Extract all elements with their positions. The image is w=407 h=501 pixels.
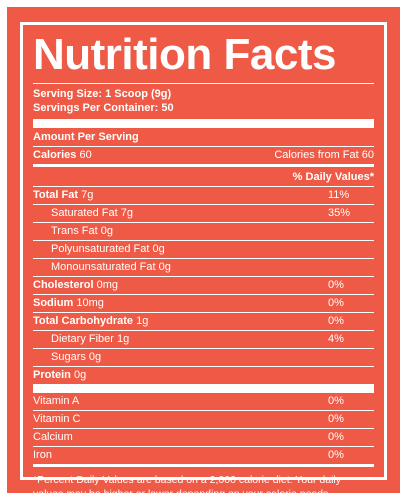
calories-row: Calories 60 Calories from Fat 60 <box>33 147 374 167</box>
nutrient-amount: 7g <box>81 189 94 201</box>
nutrient-row-saturated-fat: Saturated Fat 7g 35% <box>33 205 374 223</box>
vitamin-row-iron: Iron 0% <box>33 447 374 467</box>
nutrient-row-sugars: Sugars 0g <box>33 349 374 367</box>
calories-from-fat: Calories from Fat 60 <box>274 149 374 161</box>
servings-per-container: Servings Per Container: 50 <box>33 102 174 114</box>
nutrient-row-total-carbohydrate: Total Carbohydrate 1g 0% <box>33 313 374 331</box>
nutrient-amount: 0g <box>100 225 113 237</box>
nutrient-label: Sugars <box>51 351 86 363</box>
nutrient-dv: 4% <box>328 333 344 345</box>
nutrient-row-protein: Protein 0g <box>33 367 374 393</box>
calories-cell: Calories 60 <box>33 149 92 162</box>
vitamin-row-vitamin-c: Vitamin C 0% <box>33 411 374 429</box>
nutrient-row-total-fat: Total Fat 7g 11% <box>33 187 374 205</box>
nutrient-amount: 0g <box>152 243 165 255</box>
dv-header-label: % Daily Values* <box>292 170 374 183</box>
nutrient-amount: 1g <box>117 333 130 345</box>
nutrient-dv: 35% <box>328 207 351 219</box>
nutrient-label: Polyunsaturated Fat <box>51 243 150 255</box>
nutrient-label: Saturated Fat <box>51 207 118 219</box>
vitamin-dv: 0% <box>328 413 344 425</box>
nutrient-row-polyunsaturated-fat: Polyunsaturated Fat 0g <box>33 241 374 259</box>
nutrition-label: Nutrition Facts Serving Size: 1 Scoop (9… <box>20 22 387 500</box>
daily-values-header: % Daily Values* <box>33 167 374 187</box>
calories-label: Calories <box>33 149 77 161</box>
nutrient-label: Total Carbohydrate <box>33 315 134 327</box>
nutrient-amount: 0g <box>88 351 102 363</box>
nutrient-label: Monounsaturated Fat <box>51 261 156 273</box>
nutrient-dv: 11% <box>328 189 350 201</box>
nutrient-amount: 7g <box>120 207 133 219</box>
nutrient-label: Cholesterol <box>33 279 94 291</box>
calories-value: 60 <box>79 149 92 161</box>
vitamin-dv: 0% <box>328 395 344 407</box>
nutrient-row-sodium: Sodium 10mg 0% <box>33 295 374 313</box>
nutrient-amount: 10mg <box>76 297 104 309</box>
nutrient-amount: 1g <box>136 315 149 327</box>
nutrient-row-trans-fat: Trans Fat 0g <box>33 223 374 241</box>
vitamin-label: Iron <box>33 449 52 461</box>
vitamin-row-vitamin-a: Vitamin A 0% <box>33 393 374 411</box>
nutrient-label: Protein <box>33 369 71 381</box>
vitamin-dv: 0% <box>328 449 344 461</box>
nutrient-amount: 0g <box>158 261 171 273</box>
nutrient-label: Trans Fat <box>51 225 98 237</box>
nutrient-dv: 0% <box>328 297 344 309</box>
amount-per-serving: Amount Per Serving <box>33 128 374 147</box>
vitamin-label: Vitamin C <box>33 413 81 425</box>
nutrition-panel: Nutrition Facts Serving Size: 1 Scoop (9… <box>7 7 400 500</box>
nutrient-dv: 0% <box>328 315 344 327</box>
divider-thick <box>33 119 374 128</box>
label-title: Nutrition Facts <box>33 30 336 79</box>
serving-info: Serving Size: 1 Scoop (9g) Servings Per … <box>33 84 374 119</box>
nutrient-label: Dietary Fiber <box>51 333 114 345</box>
nutrient-dv: 0% <box>328 279 344 291</box>
nutrient-row-cholesterol: Cholesterol 0mg 0% <box>33 277 374 295</box>
nutrient-row-dietary-fiber: Dietary Fiber 1g 4% <box>33 331 374 349</box>
serving-size: Serving Size: 1 Scoop (9g) <box>33 88 172 100</box>
footnote: *Percent Daily Values are based on a 2,0… <box>33 474 342 500</box>
vitamin-label: Vitamin A <box>33 395 80 407</box>
nutrient-amount: 0g <box>73 369 87 381</box>
vitamin-row-calcium: Calcium 0% <box>33 429 374 447</box>
nutrient-label: Total Fat <box>33 189 79 201</box>
nutrient-label: Sodium <box>33 297 74 309</box>
nutrient-amount: 0mg <box>96 279 118 291</box>
vitamin-label: Calcium <box>33 431 73 443</box>
vitamin-dv: 0% <box>328 431 344 443</box>
divider <box>33 83 374 84</box>
nutrient-row-monounsaturated-fat: Monounsaturated Fat 0g <box>33 259 374 277</box>
